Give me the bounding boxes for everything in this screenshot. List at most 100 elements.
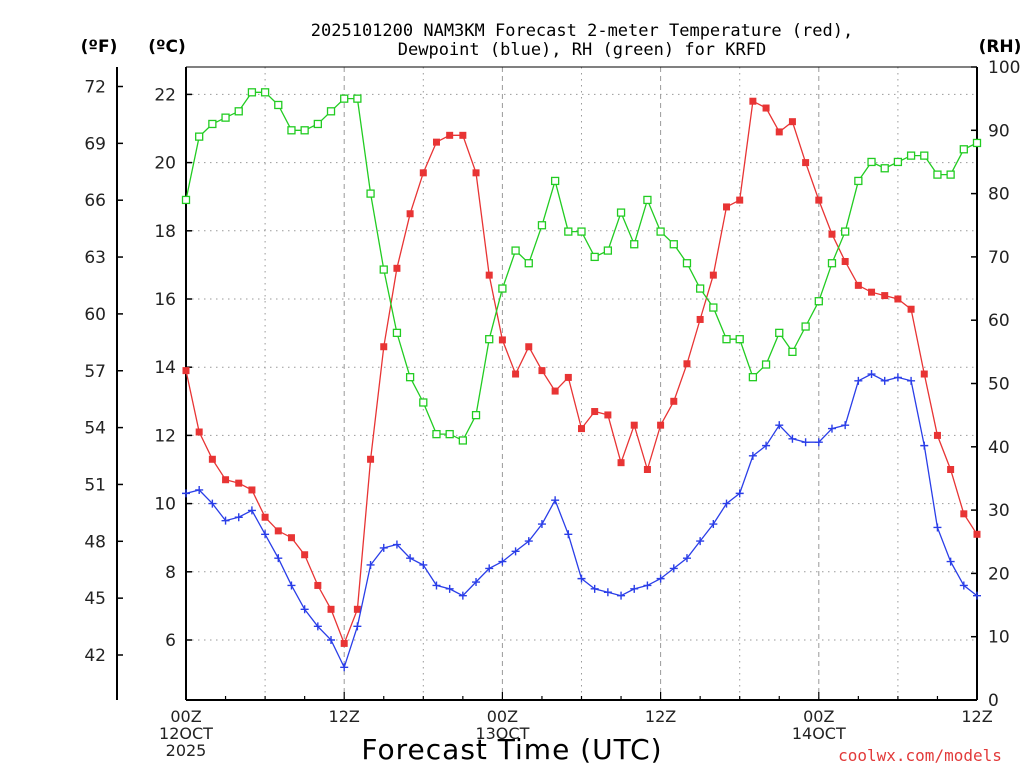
fahrenheit-axis-label: (ºF): [81, 37, 118, 57]
dewpoint-point: [748, 451, 757, 460]
dewpoint-point: [524, 537, 533, 546]
temperature-point: [301, 551, 309, 559]
dewpoint-point: [511, 547, 520, 556]
rh-point: [300, 126, 309, 135]
rh-point: [696, 284, 705, 293]
temperature-point: [274, 527, 282, 535]
temperature-point: [525, 343, 533, 351]
dewpoint-point: [287, 581, 296, 590]
dewpoint-point: [327, 636, 336, 644]
rh-point: [972, 138, 982, 148]
celsius-axis-label: (ºC): [148, 37, 186, 57]
dewpoint-point: [617, 591, 626, 600]
rh-point: [340, 94, 349, 103]
temperature-point: [802, 159, 810, 167]
temperature-point: [222, 476, 230, 484]
temperature-point: [947, 466, 955, 473]
rh-point: [208, 119, 217, 129]
dewpoint-point: [880, 376, 889, 385]
dewpoint-point: [537, 520, 546, 529]
temperature-point: [248, 486, 256, 494]
temperature-point: [762, 104, 770, 112]
dewpoint-point: [261, 530, 270, 539]
dewpoint-point: [379, 543, 388, 552]
dewpoint-point: [458, 591, 467, 600]
dewpoint-point: [682, 554, 691, 563]
temperature-point: [367, 455, 375, 463]
temperature-point: [736, 196, 744, 204]
rh-tick-label: 80: [988, 185, 1010, 205]
rh-tick-label: 100: [988, 58, 1020, 78]
dewpoint-point: [406, 554, 415, 563]
c-tick-label: 6: [165, 631, 176, 651]
temperature-point: [182, 367, 190, 375]
dewpoint-point: [300, 605, 309, 614]
rh-point: [432, 429, 441, 439]
dewpoint-point: [946, 557, 955, 566]
dewpoint-point: [762, 441, 771, 450]
temperature-point: [538, 367, 546, 375]
temperature-point: [287, 534, 295, 542]
dewpoint-point: [498, 557, 507, 566]
rh-point: [920, 151, 929, 160]
dewpoint-point: [775, 421, 784, 430]
rh-point: [801, 322, 810, 331]
dewpoint-point: [432, 581, 441, 590]
rh-point: [274, 100, 283, 110]
rh-point: [814, 297, 823, 306]
rh-tick-label: 90: [988, 121, 1010, 141]
temperature-point: [920, 370, 928, 378]
rh-point: [485, 335, 494, 344]
rh-point: [906, 151, 916, 160]
temperature-point: [261, 513, 269, 521]
rh-point: [722, 335, 731, 344]
rh-point: [287, 126, 296, 135]
x-tick-label: 13OCT: [475, 724, 529, 743]
dewpoint-point: [313, 622, 322, 631]
rh-point: [326, 107, 336, 116]
rh-tick-label: 70: [988, 248, 1010, 268]
temperature-point: [551, 387, 559, 395]
temperature-point: [432, 138, 440, 146]
temperature-point: [828, 230, 836, 238]
rh-point: [260, 88, 270, 97]
dewpoint-point: [788, 434, 797, 443]
dewpoint-point: [801, 438, 810, 447]
f-tick-label: 42: [84, 646, 106, 666]
rh-axis-label: (RH): [979, 37, 1022, 57]
temperature-point: [960, 510, 968, 518]
dewpoint-point: [696, 537, 705, 546]
temperature-point: [195, 428, 203, 436]
temperature-point: [894, 295, 902, 303]
chart-title-line2: Dewpoint (blue), RH (green) for KRFD: [398, 40, 766, 60]
rh-point: [933, 170, 942, 179]
series-line-dewpoint: [185, 373, 978, 670]
dewpoint-point: [933, 523, 942, 532]
dewpoint-point: [577, 574, 586, 583]
rh-point: [564, 227, 573, 236]
rh-tick-label: 60: [988, 311, 1010, 331]
rh-point: [366, 189, 375, 198]
temperature-point: [353, 605, 361, 613]
rh-point: [353, 94, 362, 103]
temperature-point: [854, 281, 862, 289]
x-tick-label: 12OCT: [159, 724, 213, 743]
temperature-point: [208, 455, 216, 463]
rh-tick-label: 50: [988, 375, 1010, 395]
rh-point: [761, 360, 771, 369]
rh-point: [445, 429, 454, 439]
f-tick-label: 57: [84, 362, 106, 382]
dewpoint-point: [208, 499, 217, 508]
temperature-point: [630, 421, 638, 429]
dewpoint-point: [445, 584, 454, 593]
rh-point: [577, 227, 586, 236]
temperature-point: [709, 271, 717, 279]
rh-point: [471, 410, 481, 420]
f-tick-label: 48: [84, 532, 106, 552]
dewpoint-point: [590, 584, 599, 593]
temperature-point: [683, 360, 691, 368]
dewpoint-point: [669, 564, 678, 573]
rh-point: [234, 107, 243, 116]
dewpoint-point: [195, 485, 204, 494]
